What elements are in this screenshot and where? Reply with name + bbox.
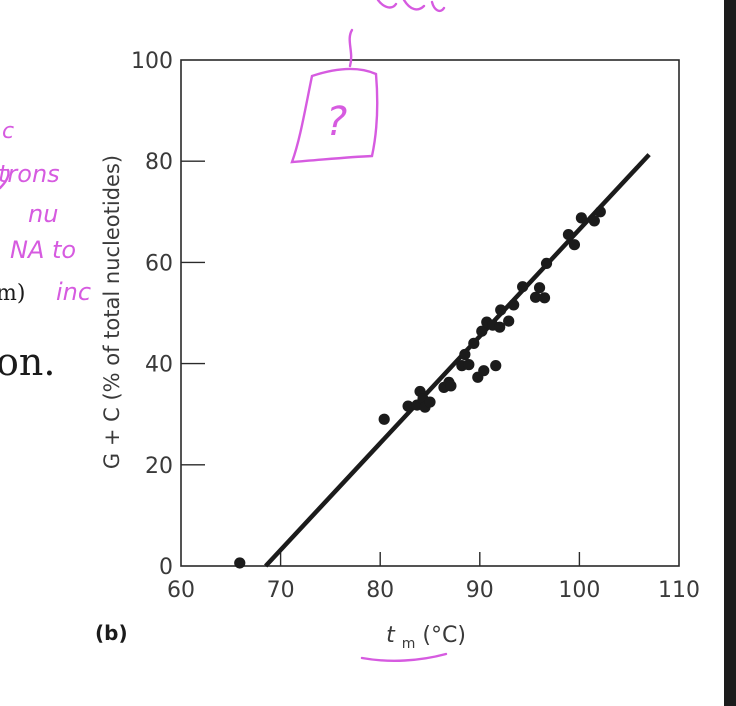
data-point [459, 348, 471, 361]
x-tick-label: 100 [558, 578, 600, 603]
data-point [575, 212, 587, 224]
chart-points [234, 206, 606, 569]
handwritten-annotations [0, 0, 448, 662]
background-text-line2: on. [0, 340, 56, 384]
data-point [533, 282, 546, 294]
x-tick-label: 90 [466, 578, 494, 603]
handwritten-question-mark: ? [326, 99, 347, 145]
scrollbar[interactable] [724, 0, 736, 706]
x-tick-label: 70 [267, 578, 295, 603]
data-point [478, 365, 490, 377]
data-point [529, 291, 542, 303]
y-tick-label: 100 [131, 49, 173, 74]
y-tick-label: 60 [145, 251, 173, 276]
handwritten-top-squiggle [376, 0, 446, 13]
data-point [468, 337, 480, 349]
x-tick-label: 60 [167, 578, 195, 603]
x-tick-label: 80 [366, 578, 394, 603]
data-point [588, 215, 600, 227]
data-point [495, 304, 507, 316]
data-point [508, 299, 520, 311]
data-point [476, 325, 488, 337]
x-tick-label: 110 [658, 578, 700, 603]
x-axis-label: t m (°C) [386, 623, 466, 654]
data-point [445, 380, 457, 392]
x-axis-label-unit: (°C) [422, 623, 466, 648]
background-text-line1: m) [0, 268, 25, 306]
handwritten-snippet-1: c [2, 119, 14, 144]
handwritten-snippet-2: trons [0, 160, 60, 188]
data-point [494, 321, 506, 333]
y-tick-label: 0 [159, 555, 173, 580]
handwritten-snippet-3: nu [28, 200, 58, 228]
handwritten-connector [348, 28, 354, 68]
handwritten-snippet-4: NA to [10, 236, 76, 264]
data-point [402, 400, 414, 412]
data-point [517, 281, 529, 293]
data-point [562, 228, 575, 241]
handwritten-brace [0, 168, 10, 190]
y-tick-label: 20 [145, 454, 173, 479]
data-point [594, 206, 606, 218]
chart-fit-line-group [264, 153, 651, 568]
chart-ticks: 60 70 80 90 100 110 0 20 40 60 80 100 [131, 49, 700, 603]
background-text-line1-sub: m) [0, 281, 26, 306]
data-point [568, 239, 581, 251]
y-tick-label: 40 [145, 353, 173, 378]
handwritten-underline [360, 652, 448, 662]
data-point [234, 557, 246, 569]
panel-label: (b) [95, 621, 128, 645]
data-point [540, 257, 553, 270]
y-axis-label: G + C (% of total nucleotides) [100, 155, 124, 469]
fit-line [264, 153, 651, 568]
plot-frame [180, 59, 680, 567]
handwritten-box [290, 67, 379, 164]
x-axis-label-sub: m [402, 636, 416, 652]
data-point [503, 315, 515, 327]
data-point [378, 413, 390, 425]
x-axis-label-var: t [386, 623, 396, 648]
data-point [490, 360, 502, 372]
data-point [463, 359, 475, 371]
handwritten-snippet-5: inc [56, 278, 91, 306]
data-point [424, 396, 436, 408]
y-tick-label: 80 [145, 150, 173, 175]
chart-axes [180, 59, 680, 567]
handwritten-text-group: ? c trons nu NA to inc [0, 99, 347, 306]
data-point [538, 292, 551, 304]
